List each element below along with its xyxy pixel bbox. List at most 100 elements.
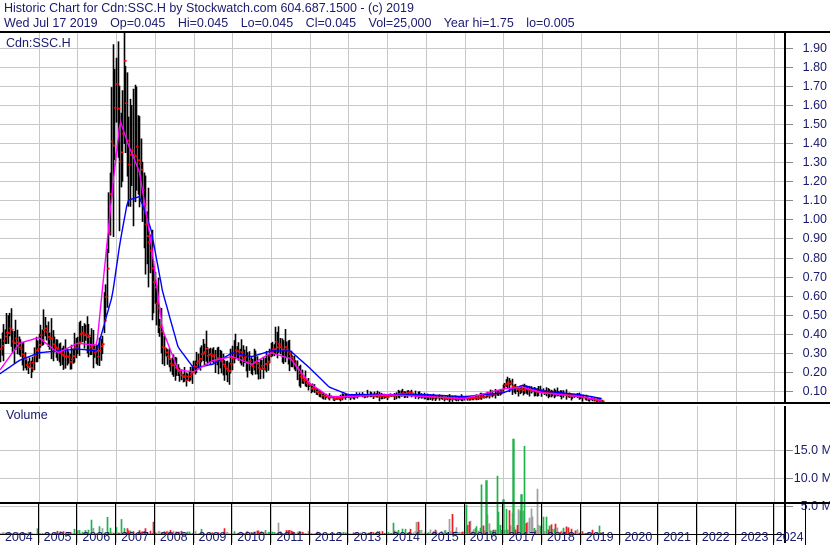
x-axis-year-cell[interactable]: 2017 (503, 504, 543, 545)
x-axis-year-cell[interactable]: 2011 (271, 504, 310, 545)
price-y-axis: 1.90 1.80 1.70 1.60 1.50 1.40 1.30 1.20 1.10 1.00… (784, 33, 830, 402)
quote-low: Lo=0.045 (240, 16, 294, 30)
x-axis-year-label: 2008 (159, 530, 188, 544)
chart-header: Historic Chart for Cdn:SSC.H by Stockwat… (0, 0, 830, 33)
price-axis-tick (786, 86, 793, 87)
price-grid-vertical (271, 33, 273, 402)
volume-grid-vertical (116, 406, 118, 543)
x-axis-year-label: 2005 (43, 530, 72, 544)
volume-grid-vertical (735, 406, 737, 543)
x-axis-year-cell[interactable]: 2005 (39, 504, 78, 545)
x-axis-year-cell[interactable]: 2014 (387, 504, 426, 545)
price-grid-horizontal (0, 334, 784, 335)
volume-grid-vertical (696, 406, 698, 543)
price-grid-horizontal (0, 238, 784, 239)
x-axis-year-cell[interactable]: 2007 (116, 504, 155, 545)
price-grid-vertical (619, 33, 621, 402)
price-grid-vertical (77, 33, 79, 402)
volume-grid-vertical (425, 406, 427, 543)
volume-grid-vertical (542, 406, 544, 543)
x-axis-year-cell[interactable]: 2012 (310, 504, 349, 545)
price-axis-tick (786, 353, 793, 354)
volume-grid-vertical (309, 406, 311, 543)
x-axis-year-cell[interactable]: 2015 (426, 504, 465, 545)
price-grid-vertical (503, 33, 505, 402)
price-grid-horizontal (0, 258, 784, 259)
x-axis-year-cell[interactable]: 2008 (155, 504, 194, 545)
x-axis-year-label: 2022 (701, 530, 730, 544)
x-axis-year-cell[interactable]: 2020 (620, 504, 659, 545)
price-axis-tick (786, 48, 793, 49)
volume-bars-flat (0, 488, 604, 534)
price-axis-label: 1.70 (802, 79, 827, 93)
price-grid-vertical (658, 33, 660, 402)
price-axis-tick (786, 181, 793, 182)
x-axis-year-cell[interactable]: 2004 (0, 504, 39, 545)
x-axis-year-label: 2006 (82, 530, 111, 544)
price-axis-label: 0.80 (802, 251, 827, 265)
price-axis-label: 0.60 (802, 289, 827, 303)
x-axis-year-cell[interactable]: 2021 (658, 504, 697, 545)
header-quote-line: Wed Jul 17 2019 Op=0.045 Hi=0.045 Lo=0.0… (4, 16, 584, 30)
x-axis-year-cell[interactable]: 2018 (542, 504, 581, 545)
price-plot-area[interactable] (0, 33, 830, 402)
price-axis-tick (786, 219, 793, 220)
volume-grid-vertical (503, 406, 505, 543)
price-axis-tick (786, 258, 793, 259)
volume-axis-tick (786, 450, 793, 451)
price-grid-vertical (232, 33, 234, 402)
volume-grid-vertical (193, 406, 195, 543)
x-axis-year-cell[interactable]: 2022 (697, 504, 736, 545)
price-axis-tick (786, 67, 793, 68)
quote-volume: Vol=25,000 (368, 16, 432, 30)
price-axis-label: 0.40 (802, 327, 827, 341)
x-axis-year-cell[interactable]: 2023 (736, 504, 775, 545)
price-grid-vertical (348, 33, 350, 402)
volume-pane: Volume 15.0 M 10.0 M 5.0 M (0, 406, 830, 543)
x-axis-year-label: 2020 (624, 530, 653, 544)
volume-bars-down (7, 510, 602, 534)
price-grid-horizontal (0, 67, 784, 68)
price-grid-horizontal (0, 219, 784, 220)
volume-grid-vertical (619, 406, 621, 543)
x-axis-year-label: 2024 (775, 530, 804, 544)
x-axis-years: 2004 2005 2006 2007 2008 2009 2010 2011 2012 2013… (0, 502, 830, 545)
moving-average-fast-line (0, 119, 602, 402)
price-axis-tick (786, 124, 793, 125)
price-axis-tick (786, 372, 793, 373)
x-axis-year-cell[interactable]: 2009 (194, 504, 233, 545)
x-axis-year-cell[interactable]: 2010 (232, 504, 272, 545)
volume-grid-vertical (154, 406, 156, 543)
x-axis-year-cell[interactable]: 2019 (581, 504, 620, 545)
volume-grid-vertical (464, 406, 466, 543)
volume-series-graphic (0, 438, 784, 535)
x-axis-year-cell[interactable]: 2016 (465, 504, 504, 545)
x-axis-year-cell[interactable]: 2013 (348, 504, 388, 545)
volume-grid-vertical (387, 406, 389, 543)
header-title-line: Historic Chart for Cdn:SSC.H by Stockwat… (4, 1, 414, 15)
price-axis-tick (786, 334, 793, 335)
volume-axis-label: 10.0 M (793, 471, 830, 485)
price-grid-horizontal (0, 181, 784, 182)
chart-frame: Cdn:SSC.H 1.90 1.80 1.70 1.60 1.50 1.40 1.30 1.… (0, 33, 830, 543)
price-grid-horizontal (0, 86, 784, 87)
price-grid-horizontal (0, 124, 784, 125)
volume-plot-area[interactable] (0, 406, 830, 543)
volume-grid-horizontal (0, 478, 784, 479)
price-grid-horizontal (0, 296, 784, 297)
quote-date: Wed Jul 17 2019 (4, 16, 98, 30)
x-axis-year-label: 2004 (4, 530, 33, 544)
volume-axis-tick (786, 506, 793, 507)
x-axis-year-label: 2023 (740, 530, 769, 544)
volume-grid-vertical (232, 406, 234, 543)
volume-axis-tick (786, 478, 793, 479)
x-axis-year-cell[interactable]: 2024 (774, 504, 806, 545)
x-axis-year-cell[interactable]: 2006 (77, 504, 117, 545)
price-grid-vertical (696, 33, 698, 402)
price-grid-vertical (116, 33, 118, 402)
volume-grid-vertical (77, 406, 79, 543)
volume-grid-vertical (580, 406, 582, 543)
price-grid-horizontal (0, 353, 784, 354)
price-grid-horizontal (0, 162, 784, 163)
price-axis-label: 1.30 (802, 155, 827, 169)
